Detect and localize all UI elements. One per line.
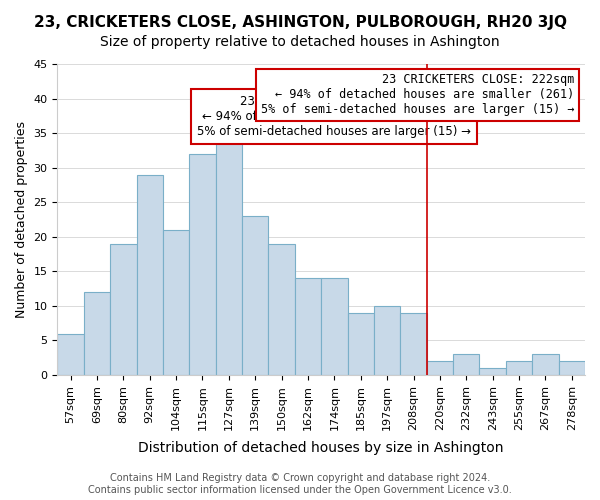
Text: 23 CRICKETERS CLOSE: 222sqm
← 94% of detached houses are smaller (261)
5% of sem: 23 CRICKETERS CLOSE: 222sqm ← 94% of det… — [197, 95, 472, 138]
Bar — [242, 216, 268, 375]
Bar — [532, 354, 559, 375]
Bar — [479, 368, 506, 375]
Text: Contains HM Land Registry data © Crown copyright and database right 2024.
Contai: Contains HM Land Registry data © Crown c… — [88, 474, 512, 495]
Text: Size of property relative to detached houses in Ashington: Size of property relative to detached ho… — [100, 35, 500, 49]
Bar — [295, 278, 321, 375]
Bar — [163, 230, 190, 375]
Bar — [137, 174, 163, 375]
Text: 23 CRICKETERS CLOSE: 222sqm
← 94% of detached houses are smaller (261)
5% of sem: 23 CRICKETERS CLOSE: 222sqm ← 94% of det… — [261, 74, 574, 116]
Y-axis label: Number of detached properties: Number of detached properties — [15, 121, 28, 318]
Bar — [374, 306, 400, 375]
X-axis label: Distribution of detached houses by size in Ashington: Distribution of detached houses by size … — [139, 441, 504, 455]
Bar — [190, 154, 215, 375]
Bar — [321, 278, 347, 375]
Bar — [506, 361, 532, 375]
Bar — [84, 292, 110, 375]
Text: 23, CRICKETERS CLOSE, ASHINGTON, PULBOROUGH, RH20 3JQ: 23, CRICKETERS CLOSE, ASHINGTON, PULBORO… — [34, 15, 566, 30]
Bar — [559, 361, 585, 375]
Bar — [58, 334, 84, 375]
Bar — [400, 313, 427, 375]
Bar — [268, 244, 295, 375]
Bar — [215, 120, 242, 375]
Bar — [453, 354, 479, 375]
Bar — [110, 244, 137, 375]
Bar — [347, 313, 374, 375]
Bar — [427, 361, 453, 375]
